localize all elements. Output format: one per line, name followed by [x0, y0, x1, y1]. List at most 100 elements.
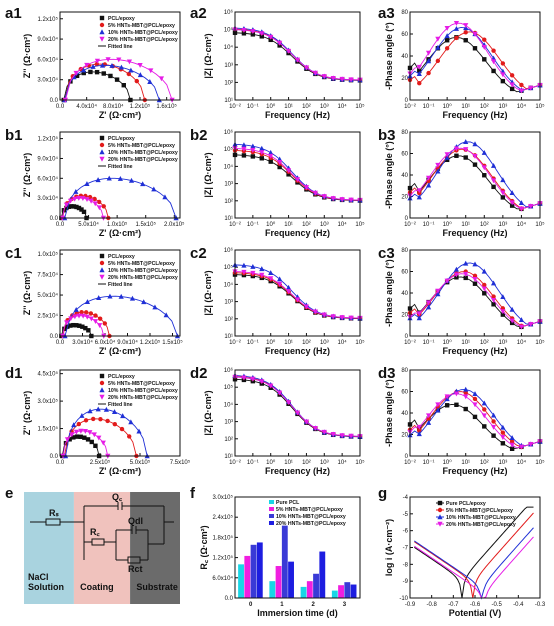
x-tick-label: 10⁰	[266, 103, 276, 110]
data-point-0	[74, 73, 80, 79]
fit-line-1	[234, 28, 361, 81]
data-point-0	[82, 435, 87, 440]
data-point-2	[137, 72, 143, 78]
polarization-curve-1	[414, 512, 534, 599]
x-tick-label: 10⁻¹	[423, 340, 435, 346]
y-tick-label: 10⁵	[224, 384, 234, 391]
label-rc: R꜀	[90, 527, 100, 537]
y-tick-label: 10⁵	[224, 146, 234, 153]
data-point-3	[321, 429, 327, 435]
data-point-3	[76, 313, 82, 319]
data-point-0	[80, 324, 85, 329]
data-point-1	[105, 418, 110, 424]
data-point-3	[481, 413, 487, 419]
data-point-3	[277, 159, 283, 165]
legend-label: PCL/epoxy	[108, 374, 135, 380]
panel-a3: 10⁻² 10⁻¹ 10⁰ 10¹ 10² 10³ 10⁴ 10⁵ 0 20 40 60 80 Frequ…	[401, 10, 545, 120]
data-point-2	[128, 419, 134, 425]
data-point-3	[463, 271, 469, 277]
data-point-2	[472, 391, 478, 397]
x-tick-label: 10²	[480, 104, 489, 110]
data-point-3	[277, 40, 283, 46]
legend-label: 10% HNTs-MBT@PCL/epoxy	[276, 514, 346, 520]
data-point-2	[425, 58, 432, 64]
bar-1-2	[306, 581, 313, 598]
data-point-1	[417, 81, 422, 86]
data-point-2	[518, 317, 525, 323]
fit-line-2	[409, 141, 541, 208]
data-point-0	[472, 162, 478, 167]
legend-marker	[99, 22, 105, 28]
data-point-0	[86, 328, 91, 333]
y-tick-label: 10⁴	[224, 44, 234, 51]
y-tick-label: 20	[401, 433, 408, 439]
x-tick-label: 5.0x10⁵	[130, 459, 151, 466]
data-point-0	[444, 403, 450, 408]
data-point-2	[416, 431, 422, 437]
y-tick-label: 10²	[224, 80, 233, 86]
data-point-2	[490, 280, 497, 286]
data-point-2	[84, 299, 91, 304]
y-tick-label: 0.0	[50, 216, 59, 222]
data-point-0	[491, 433, 496, 438]
legend-marker	[99, 253, 105, 259]
data-point-0	[81, 209, 87, 215]
data-point-0	[491, 184, 496, 190]
data-point-2	[481, 149, 487, 155]
data-point-2	[425, 304, 432, 310]
x-tick-label: 10²	[480, 340, 489, 346]
nacl-region	[24, 492, 74, 604]
data-point-0	[69, 204, 74, 209]
data-point-2	[259, 266, 265, 272]
data-point-3	[435, 288, 441, 294]
legend-label: 5% HNTs-MBT@PCL/epoxy	[276, 507, 343, 513]
panel-b1: 0.0 5.0x10⁴ 1.0x10⁵ 1.5x10⁵ 2.0x10⁵ 0.0 3.0x10…	[37, 136, 185, 238]
data-point-2	[87, 408, 93, 414]
x-tick-label: 2.0x10⁵	[164, 221, 185, 228]
panel-label-a1: a1	[5, 5, 22, 22]
data-point-0	[250, 32, 256, 37]
data-point-0	[454, 402, 459, 407]
data-point-1	[472, 273, 478, 279]
panel-label-e: e	[5, 485, 13, 502]
data-point-0	[482, 173, 487, 178]
y-tick-label: -8	[403, 562, 409, 568]
data-point-2	[425, 420, 432, 425]
fit-line-1	[64, 63, 146, 101]
data-point-1	[482, 37, 487, 42]
data-point-2	[444, 33, 450, 39]
panel-label-b2: b2	[190, 127, 208, 144]
data-point-3	[137, 62, 143, 68]
data-point-3	[241, 269, 247, 275]
data-point-0	[74, 323, 79, 328]
y-tick-label: 10¹	[224, 334, 233, 340]
data-point-2	[128, 67, 134, 73]
panel-label-a2: a2	[190, 5, 207, 22]
x-tick-label: 10⁴	[338, 103, 348, 110]
panel-label-b3: b3	[378, 127, 396, 144]
x-tick-label: -0.7	[448, 602, 459, 608]
data-point-3	[321, 74, 327, 80]
legend-label: 10% HNTs-MBT@PCL/epoxy	[108, 30, 178, 36]
data-point-0	[500, 78, 506, 84]
data-point-3	[339, 315, 345, 321]
data-point-0	[472, 46, 478, 51]
data-point-3	[435, 36, 441, 42]
data-point-3	[500, 435, 506, 440]
data-point-3	[277, 390, 283, 396]
data-point-1	[98, 416, 103, 422]
data-point-3	[490, 59, 497, 65]
x-tick-label: 10¹	[461, 340, 470, 346]
x-axis-label: Z' (Ω·cm²)	[99, 228, 141, 238]
x-tick-label: 1.0x10⁵	[107, 221, 128, 228]
data-point-2	[136, 428, 142, 434]
y-tick-label: 0	[405, 454, 409, 460]
data-point-0	[71, 204, 77, 209]
x-tick-label: 10⁴	[517, 103, 527, 110]
y-tick-label: 2.5x10⁴	[37, 313, 58, 320]
x-tick-label: -0.5	[491, 602, 502, 608]
panel-c3: 10⁻² 10⁻¹ 10⁰ 10¹ 10² 10³ 10⁴ 10⁵ 0 20 40 60 80 Frequ…	[401, 248, 545, 356]
x-tick-label: 2	[311, 602, 315, 608]
x-tick-label: 10⁰	[443, 221, 453, 228]
y-axis-label: Z'' (Ω·cm²)	[22, 153, 32, 198]
